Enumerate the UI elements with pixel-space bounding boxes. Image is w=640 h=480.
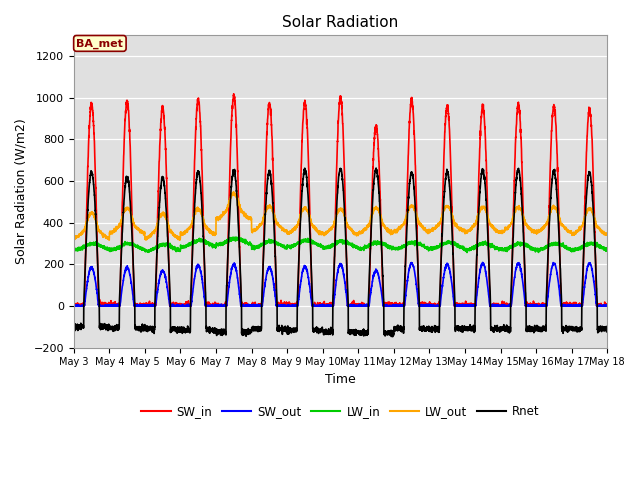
Text: BA_met: BA_met	[76, 38, 124, 48]
Title: Solar Radiation: Solar Radiation	[282, 15, 399, 30]
Legend: SW_in, SW_out, LW_in, LW_out, Rnet: SW_in, SW_out, LW_in, LW_out, Rnet	[136, 400, 545, 423]
X-axis label: Time: Time	[325, 373, 356, 386]
Y-axis label: Solar Radiation (W/m2): Solar Radiation (W/m2)	[15, 119, 28, 264]
